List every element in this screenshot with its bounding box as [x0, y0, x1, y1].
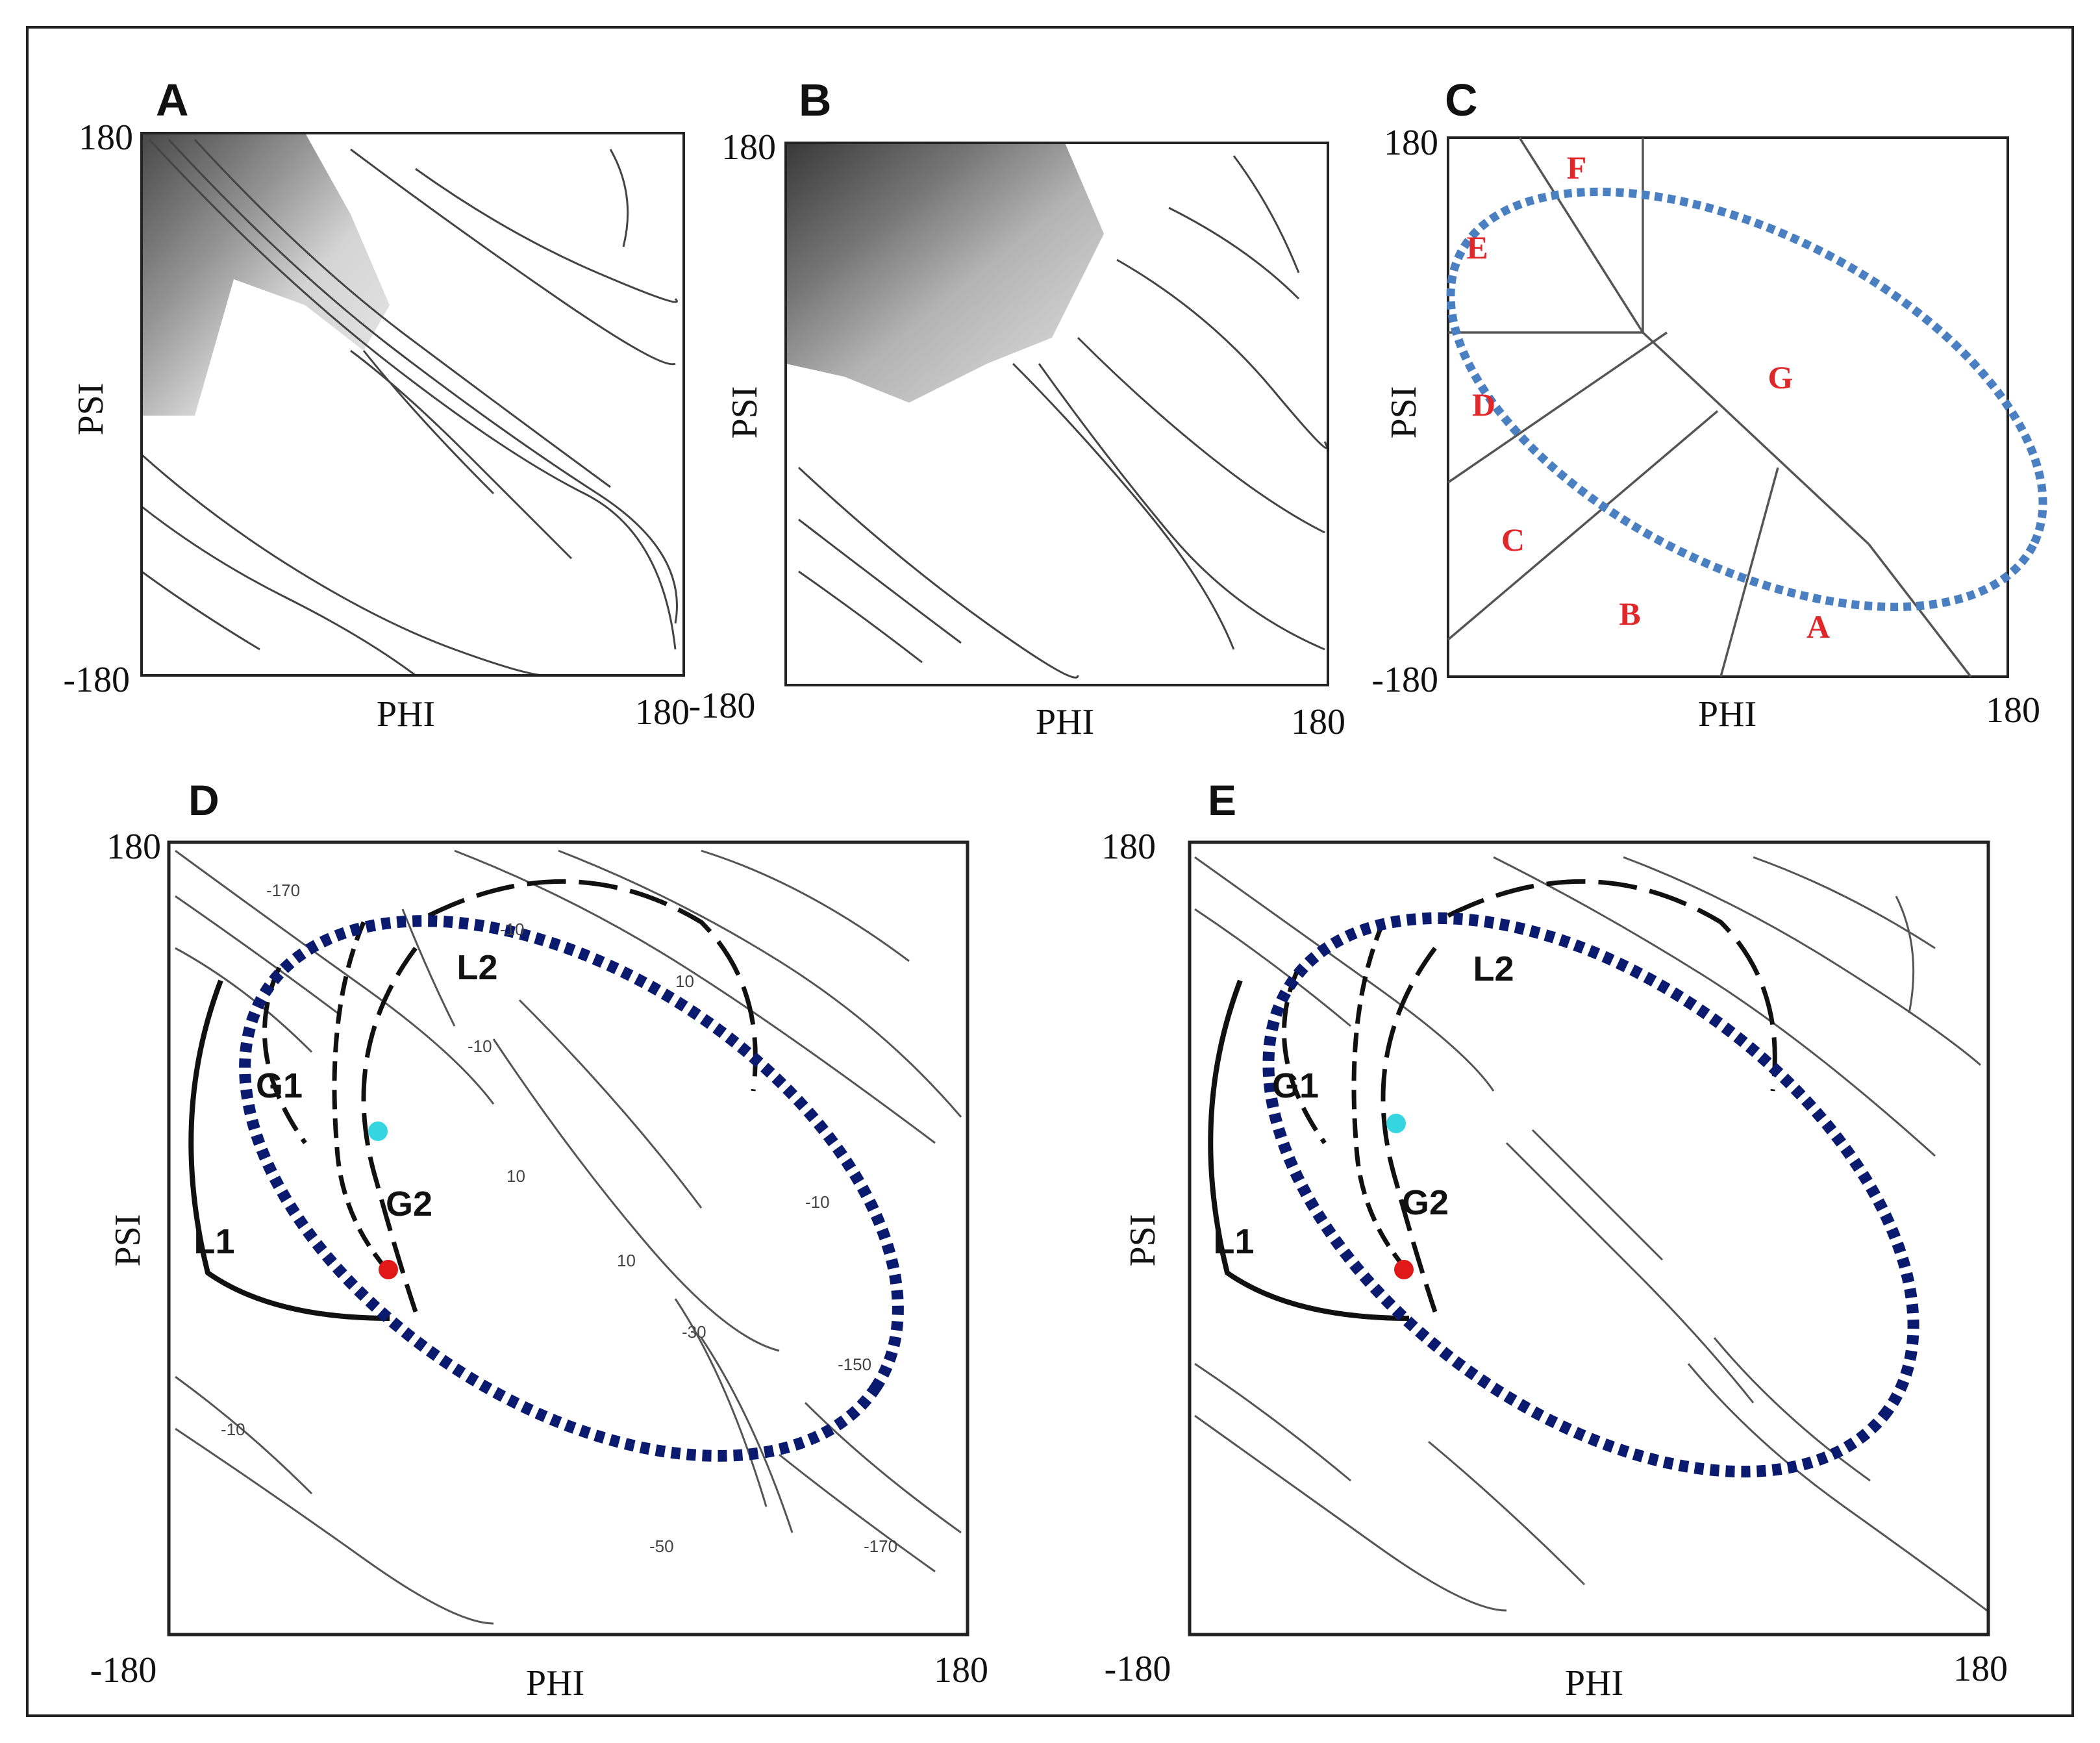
panel-d-marker-red [379, 1260, 398, 1279]
panel-c-y-max: 180 [1384, 123, 1438, 163]
panel-d-axes [167, 840, 969, 1636]
panel-d-y-title: PSI [108, 1214, 148, 1267]
panel-a-contours [141, 138, 678, 677]
contour-label: 10 [506, 1166, 525, 1186]
region-label-f: F [1567, 149, 1587, 186]
panel-e-x-max: 180 [1953, 1649, 2008, 1689]
panel-e-contours [1194, 856, 1988, 1612]
contour-label: 10 [617, 1251, 636, 1270]
panel-b-x-max: 180 [1291, 702, 1345, 742]
figure-frame [26, 26, 2074, 1717]
panel-c-x-title: PHI [1698, 694, 1756, 734]
panel-a-x-title: PHI [377, 694, 435, 734]
panel-d-label: D [188, 776, 219, 824]
panel-e-ellipse [1262, 912, 1919, 1478]
region-label-d: D [1472, 386, 1495, 423]
panel-e-dashed-curves [1208, 879, 1777, 1321]
panel-e-label: E [1208, 776, 1236, 824]
contour-label: -50 [649, 1536, 674, 1556]
panel-d-x-max: 180 [934, 1650, 988, 1690]
contour-label: -30 [682, 1322, 706, 1342]
panel-c-x-max: 180 [1986, 690, 2040, 731]
panel-d-x-min: -180 [90, 1650, 157, 1690]
panel-e-label-g2: G2 [1402, 1183, 1449, 1222]
panel-b-x-min: -180 [689, 686, 756, 726]
contour-label: -10 [500, 920, 525, 939]
panel-d-contours [175, 849, 962, 1625]
contour-label: -170 [266, 881, 300, 900]
region-label-g: G [1768, 359, 1794, 395]
panel-c-y-title: PSI [1384, 386, 1424, 439]
panel-c-axes [1447, 136, 2009, 678]
panel-b-y-title: PSI [725, 386, 765, 439]
contour-label: -170 [864, 1536, 897, 1556]
panel-b: B 180 -180 180 PHI PSI [689, 75, 1345, 742]
panel-b-contours [797, 155, 1328, 679]
region-label-c: C [1501, 521, 1525, 558]
panel-b-label: B [799, 75, 832, 125]
contour-label: -10 [221, 1420, 245, 1439]
panel-c-region-boundaries [1447, 137, 1972, 678]
panel-a-y-title: PSI [71, 383, 111, 436]
panel-e-x-min: -180 [1105, 1649, 1171, 1689]
panel-a-y-max: 180 [79, 118, 133, 158]
panel-d-label-l2: L2 [456, 948, 497, 987]
panel-b-y-max: 180 [721, 127, 776, 168]
panel-b-axes [784, 142, 1329, 686]
region-label-e: E [1466, 229, 1488, 266]
region-label-b: B [1619, 596, 1640, 632]
panel-a-y-min: -180 [63, 660, 130, 700]
panel-e-y-title: PSI [1123, 1214, 1163, 1267]
region-label-a: A [1806, 608, 1830, 645]
panel-c: C F E D G C B A 180 -180 180 PHI PSI [1371, 75, 2047, 734]
panel-d-ellipse [239, 915, 904, 1462]
panel-b-x-title: PHI [1036, 702, 1094, 742]
panel-e-y-max: 180 [1101, 827, 1156, 867]
panel-d-label-l1: L1 [194, 1222, 234, 1261]
panel-c-label: C [1445, 75, 1478, 125]
panel-d-marker-cyan [368, 1122, 388, 1141]
panel-e-x-title: PHI [1565, 1663, 1623, 1703]
panel-a-shaded-region [142, 133, 390, 416]
panel-a-x-max: 180 [635, 692, 690, 733]
panel-a-axes [140, 132, 685, 677]
panel-d-x-title: PHI [526, 1663, 584, 1703]
panel-d-label-g2: G2 [386, 1185, 432, 1223]
panel-c-y-min: -180 [1371, 660, 1438, 700]
panel-e-marker-cyan [1386, 1114, 1406, 1133]
panel-e-label-l2: L2 [1473, 949, 1514, 988]
panel-a: A 180 -180 180 PHI PSI [63, 75, 690, 734]
panel-e-label-g1: G1 [1272, 1066, 1319, 1105]
panel-e-label-l1: L1 [1213, 1222, 1254, 1261]
panel-b-shaded-region [786, 143, 1104, 403]
panel-d: D G1 G2 L1 [90, 776, 988, 1703]
contour-label: -10 [468, 1036, 492, 1056]
panel-e-marker-red [1394, 1260, 1414, 1279]
panel-d-label-g1: G1 [256, 1066, 303, 1105]
contour-label: -10 [805, 1192, 830, 1212]
panel-d-contour-labels: -170 -10 10 -10 10 10 -10 -30 -150 -170 … [221, 881, 897, 1556]
panel-e-axes [1188, 840, 1990, 1636]
contour-label: 10 [675, 972, 694, 991]
panel-e: E G1 G2 L1 L2 [1101, 776, 2008, 1703]
panel-a-label: A [156, 75, 189, 125]
contour-label: -150 [838, 1355, 871, 1374]
panel-d-y-max: 180 [106, 827, 161, 867]
